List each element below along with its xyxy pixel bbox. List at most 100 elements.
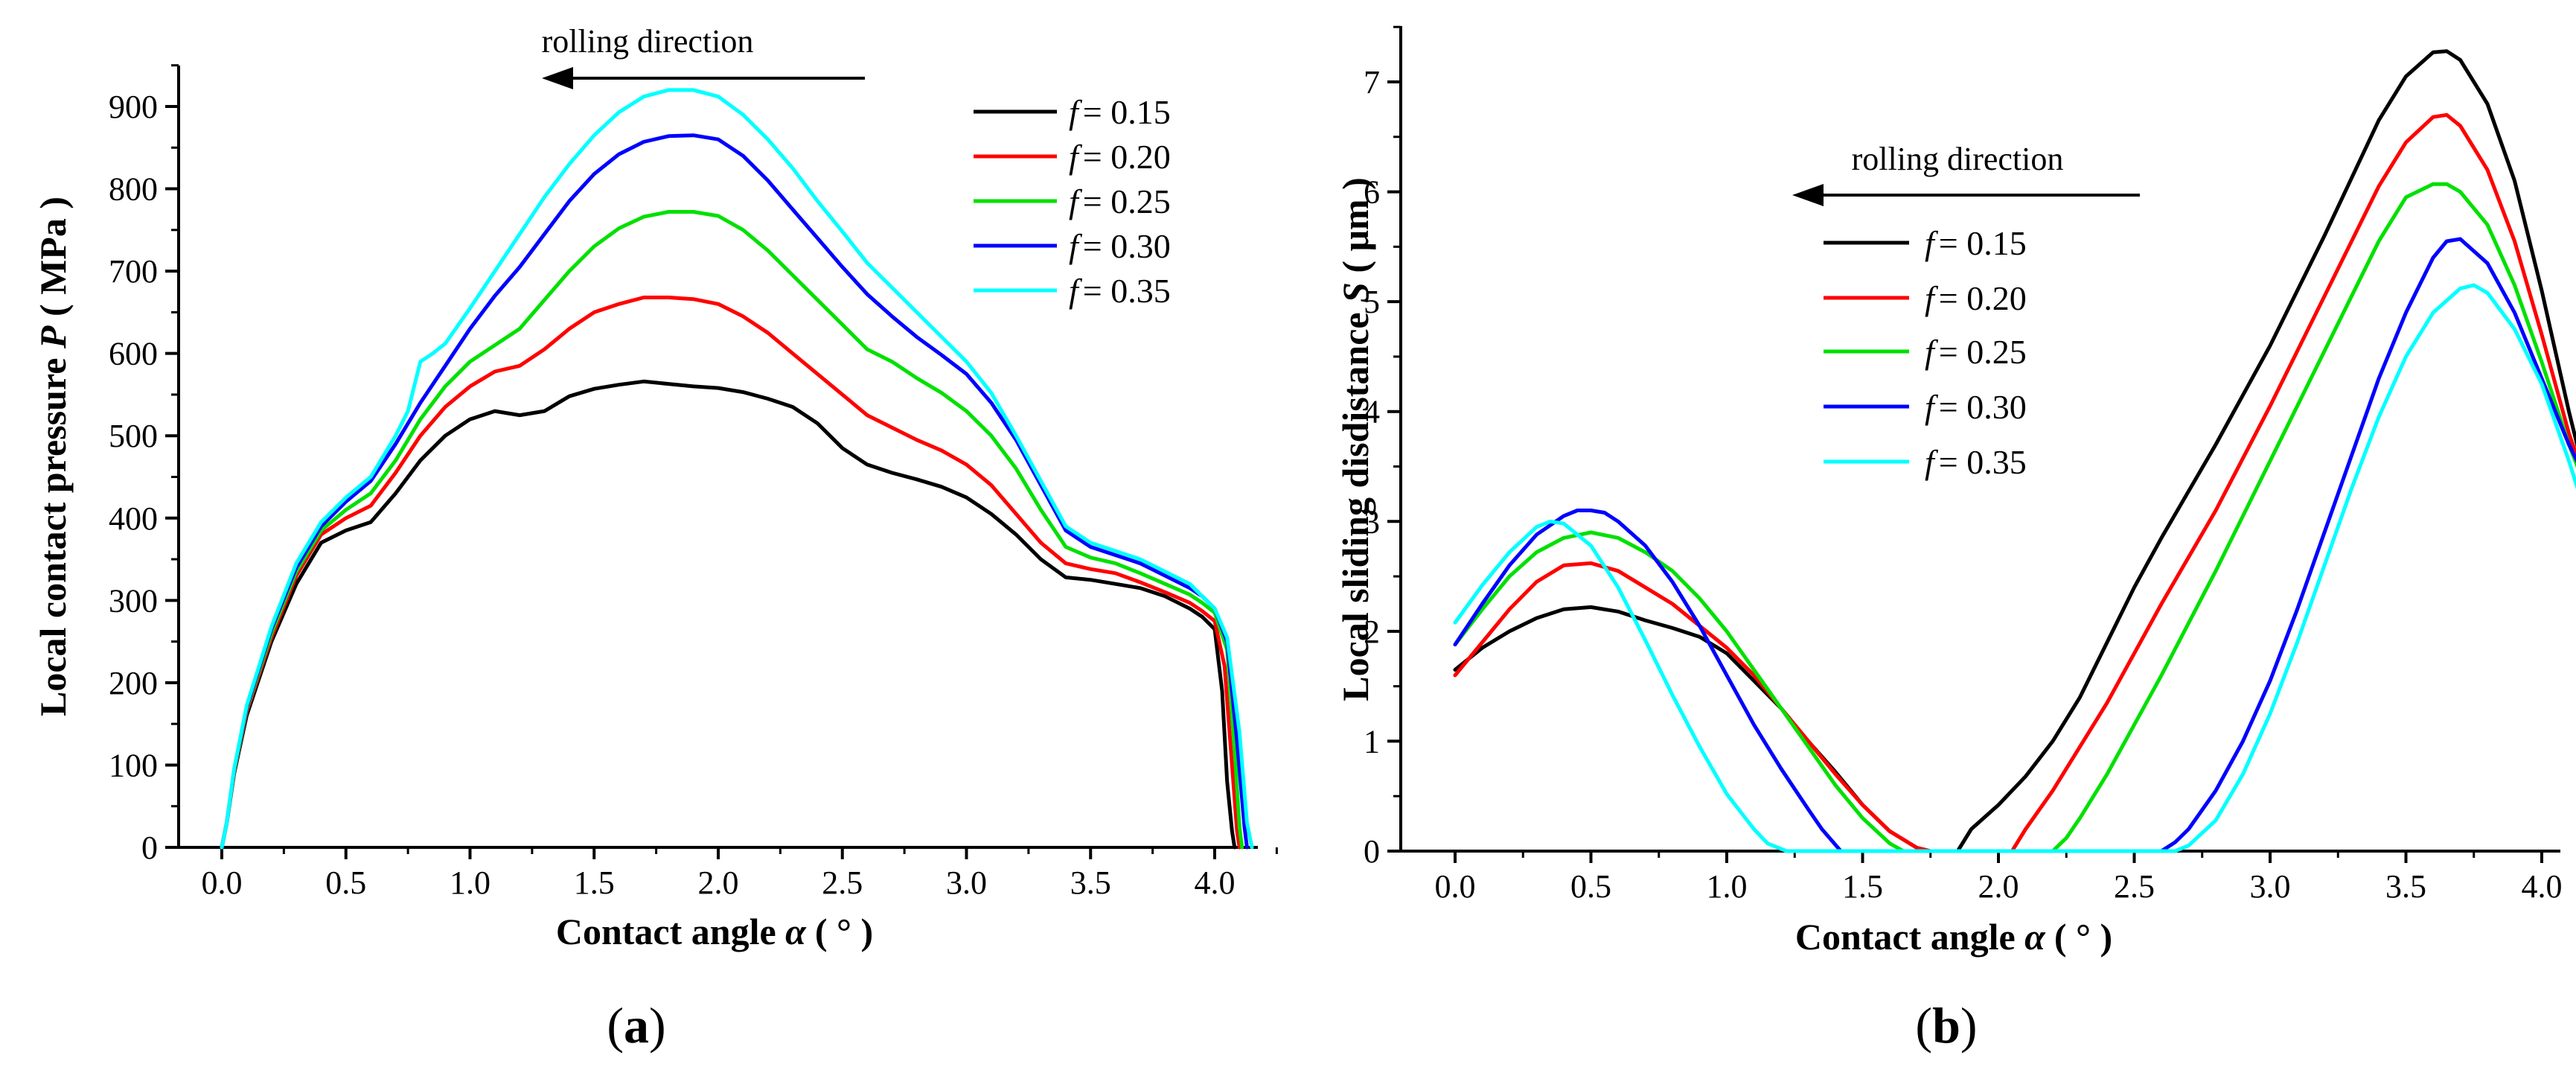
chart-a-legend: f = 0.15 f = 0.20 f = 0.25 f = 0.30 f = 0.35 <box>974 93 1171 310</box>
x-tick-label: 3.5 <box>2385 868 2426 905</box>
series-line-f-035 <box>1453 283 2576 853</box>
x-tick-label: 0.0 <box>1435 868 1476 905</box>
y-tick-label: 2 <box>1364 614 1380 650</box>
chart-panel-b: 0.0 0.5 1.0 1.5 2.0 2.5 3.0 3.5 4.0 0 1 2 3 4 5 6 7 Con… <box>1335 25 2576 1054</box>
chart-a-x-axis-title-unit: ( ° ) <box>815 911 873 952</box>
chart-a-x-axis-title-symbol: α <box>785 911 807 952</box>
chart-b-legend-value-0: = 0.15 <box>1939 224 2027 262</box>
chart-b-x-axis-title-symbol: α <box>2024 916 2046 958</box>
y-tick-label: 5 <box>1364 284 1380 320</box>
chart-b-x-ticks: 0.0 0.5 1.0 1.5 2.0 2.5 3.0 3.5 4.0 <box>1435 851 2563 905</box>
chart-a-y-axis-title-symbol: P <box>32 325 74 349</box>
chart-a-legend-value-0: = 0.15 <box>1083 93 1171 131</box>
x-tick-label: 0.5 <box>1570 868 1611 905</box>
y-tick-label: 400 <box>109 500 158 537</box>
x-tick-label: 3.0 <box>2250 868 2291 905</box>
chart-a-panel-label: (a) <box>607 997 665 1054</box>
y-tick-label: 4 <box>1364 394 1380 430</box>
series-line-f-025 <box>220 210 1244 850</box>
chart-a-y-axis-title-main: Local contact pressure <box>32 348 74 716</box>
y-tick-label: 6 <box>1364 174 1380 211</box>
chart-b-panel-label: (b) <box>1915 997 1977 1054</box>
chart-b-y-ticks: 0 1 2 3 4 5 6 7 <box>1364 25 1401 870</box>
chart-a-x-axis-title: Contact angle α( ° ) <box>556 911 873 952</box>
chart-a-x-axis: 0.0 0.5 1.0 1.5 2.0 2.5 3.0 3.5 4.0 <box>179 846 1278 901</box>
chart-b-annotation-arrow-head <box>1792 184 1824 206</box>
chart-b-legend-label-4: f = 0.35 <box>1925 443 2027 481</box>
chart-b-panel-letter: b <box>1932 997 1960 1054</box>
chart-b-y-axis-title-main: Local sliding disdistance <box>1335 303 1376 701</box>
chart-b-x-axis-title: Contact angle α( ° ) <box>1795 916 2112 958</box>
y-tick-label: 300 <box>109 582 158 619</box>
series-line-f-020 <box>220 296 1241 850</box>
chart-b-legend-label-2: f = 0.25 <box>1925 333 2027 371</box>
y-tick-label: 200 <box>109 665 158 701</box>
chart-a-legend-value-2: = 0.25 <box>1083 182 1171 220</box>
chart-b-legend-value-1: = 0.20 <box>1939 279 2027 317</box>
y-tick-label: 800 <box>109 171 158 208</box>
y-tick-label: 500 <box>109 418 158 454</box>
chart-a-y-ticks: 0 100 200 300 400 500 600 700 800 900 <box>109 64 179 866</box>
x-tick-label: 1.5 <box>574 864 615 901</box>
chart-b-legend-value-2: = 0.25 <box>1939 333 2027 371</box>
x-tick-label: 1.0 <box>450 864 490 901</box>
y-tick-label: 700 <box>109 253 158 290</box>
x-tick-label: 3.0 <box>946 864 987 901</box>
y-tick-label: 3 <box>1364 503 1380 540</box>
x-tick-label: 4.0 <box>2522 868 2563 905</box>
y-tick-label: 0 <box>1364 833 1380 870</box>
chart-b-x-axis-title-unit: ( ° ) <box>2054 916 2112 958</box>
x-tick-label: 4.0 <box>1195 864 1236 901</box>
y-tick-label: 0 <box>141 829 158 866</box>
chart-b-y-axis-title-unit: ( μm ) <box>1335 177 1376 282</box>
y-tick-label: 600 <box>109 336 158 372</box>
chart-a-legend-label-3: f = 0.30 <box>1069 227 1171 265</box>
chart-b-y-axis-title: Local sliding disdistance S ( μm ) <box>1335 177 1376 701</box>
chart-b-annotation-text: rolling direction <box>1852 141 2064 177</box>
chart-a-y-axis: 0 100 200 300 400 500 600 700 800 900 <box>109 64 180 866</box>
series-line-f-015 <box>1453 49 2576 853</box>
chart-a-annotation-arrow-head <box>542 67 573 89</box>
x-tick-label: 0.5 <box>325 864 366 901</box>
x-tick-label: 2.0 <box>1978 868 2019 905</box>
chart-a-x-axis-title-main: Contact angle <box>556 911 785 952</box>
series-line-f-030 <box>220 133 1249 850</box>
chart-b-legend-label-0: f = 0.15 <box>1925 224 2027 262</box>
chart-a-legend-label-2: f = 0.25 <box>1069 182 1171 220</box>
chart-b-series <box>1453 49 2576 853</box>
chart-a-legend-label-1: f = 0.20 <box>1069 138 1171 176</box>
chart-b-annotation: rolling direction <box>1792 141 2140 206</box>
y-tick-label: 1 <box>1364 723 1380 759</box>
chart-a-x-ticks: 0.0 0.5 1.0 1.5 2.0 2.5 3.0 3.5 4.0 <box>202 847 1278 901</box>
x-tick-label: 3.5 <box>1070 864 1111 901</box>
x-tick-label: 0.0 <box>202 864 243 901</box>
x-tick-label: 1.0 <box>1707 868 1748 905</box>
chart-b-legend-value-3: = 0.30 <box>1939 388 2027 426</box>
chart-b-y-axis-title-symbol: S <box>1335 282 1376 303</box>
x-tick-label: 2.0 <box>698 864 739 901</box>
chart-b-y-axis: 0 1 2 3 4 5 6 7 <box>1364 25 1402 870</box>
chart-b-legend-value-4: = 0.35 <box>1939 443 2027 481</box>
chart-a-panel-letter: a <box>624 997 649 1054</box>
chart-a-legend-value-3: = 0.30 <box>1083 227 1171 265</box>
x-tick-label: 2.5 <box>822 864 863 901</box>
chart-b-x-axis-title-main: Contact angle <box>1795 916 2024 958</box>
chart-a-series <box>220 88 1254 850</box>
chart-a-legend-label-0: f = 0.15 <box>1069 93 1171 131</box>
chart-a-annotation: rolling direction <box>542 23 865 89</box>
chart-a-legend-label-4: f = 0.35 <box>1069 272 1171 310</box>
series-line-f-015 <box>220 379 1237 850</box>
x-tick-label: 1.5 <box>1842 868 1883 905</box>
y-tick-label: 7 <box>1364 64 1380 101</box>
chart-panel-a: 0.0 0.5 1.0 1.5 2.0 2.5 3.0 3.5 4.0 0 100 200 300 40… <box>32 23 1278 1054</box>
chart-a-legend-value-4: = 0.35 <box>1083 272 1171 310</box>
chart-a-y-axis-title: Local contact pressure P ( MPa ) <box>32 197 74 716</box>
chart-b-legend-label-1: f = 0.20 <box>1925 279 2027 317</box>
series-line-f-035 <box>220 88 1254 850</box>
y-tick-label: 100 <box>109 747 158 783</box>
chart-a-annotation-text: rolling direction <box>542 23 754 60</box>
chart-a-legend-value-1: = 0.20 <box>1083 138 1171 176</box>
x-tick-label: 2.5 <box>2114 868 2155 905</box>
chart-b-legend-label-3: f = 0.30 <box>1925 388 2027 426</box>
